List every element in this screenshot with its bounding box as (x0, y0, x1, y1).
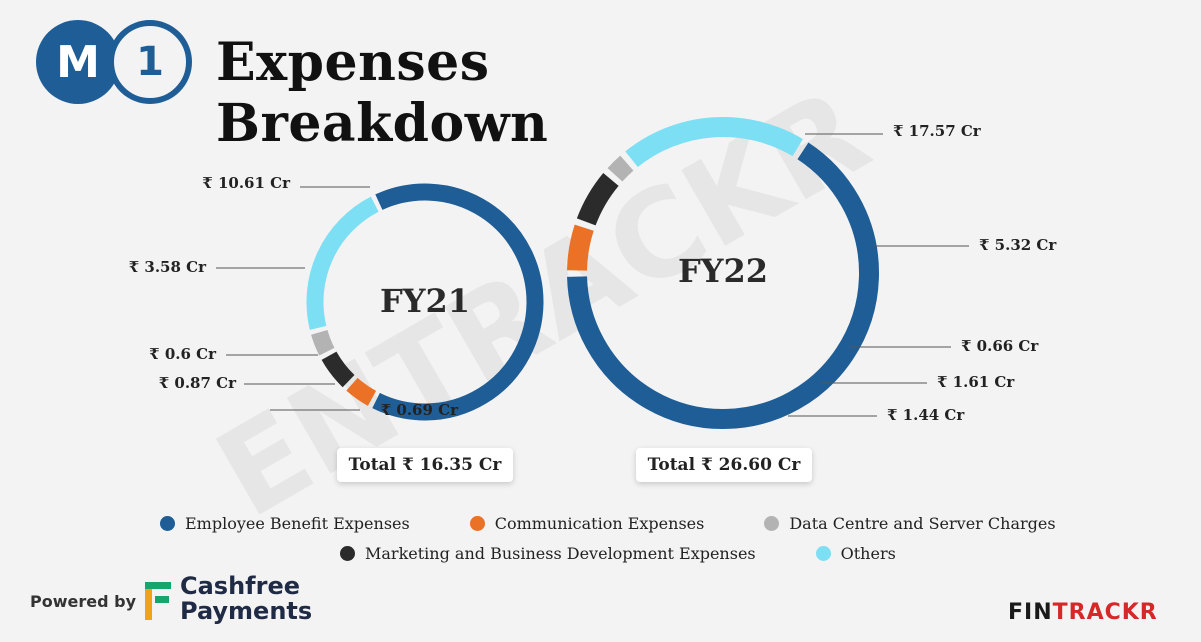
value-label: ₹ 3.58 Cr (129, 258, 207, 276)
donut-fy21: FY21 ₹ 10.61 Cr ₹ 0.69 Cr ₹ 0.87 Cr ₹ 0.6 C… (129, 174, 544, 421)
donut-slice-fy21-1 (346, 377, 377, 406)
legend-dot (815, 546, 831, 561)
cashfree-line1: Cashfree (180, 572, 301, 600)
legend-label: Data Centre and Server Charges (789, 514, 1056, 533)
page-title: Expenses Breakdown (216, 32, 549, 154)
m1-logo-m: M (36, 20, 120, 104)
legend-dot (340, 546, 355, 561)
donut-slice-fy22-2 (576, 173, 619, 226)
value-label: ₹ 1.61 Cr (937, 373, 1015, 391)
value-label: ₹ 0.6 Cr (149, 345, 217, 363)
fintrackr-accent: TRACKR (1052, 600, 1158, 625)
cashfree-logo-icon (145, 582, 171, 620)
fintrackr-main: FIN (1008, 600, 1053, 625)
donut-center-label-fy22: FY22 (678, 252, 768, 290)
value-label: ₹ 5.32 Cr (979, 236, 1057, 254)
legend-item: Others (815, 544, 896, 563)
total-label-fy21: Total ₹ 16.35 Cr (348, 455, 502, 475)
total-badge-fy22: Total ₹ 26.60 Cr (636, 448, 812, 482)
donut-slice-fy22-1 (567, 224, 594, 271)
donut-center-label-fy21: FY21 (380, 282, 470, 320)
donut-slice-fy22-4 (625, 117, 803, 168)
value-label: ₹ 17.57 Cr (893, 122, 982, 140)
powered-by-label: Powered by (30, 592, 136, 611)
legend-label: Marketing and Business Development Expen… (365, 544, 756, 563)
donut-slice-fy21-2 (321, 351, 355, 388)
fintrackr-logo: FINTRACKR (1008, 600, 1158, 625)
legend-item: Data Centre and Server Charges (764, 514, 1056, 533)
total-label-fy22: Total ₹ 26.60 Cr (647, 455, 801, 475)
legend-dot (469, 516, 485, 531)
donut-slice-fy21-3 (311, 329, 335, 356)
legend-row-2: Marketing and Business Development Expen… (340, 544, 896, 563)
cashfree-line2: Payments (180, 597, 313, 625)
total-badge-fy21: Total ₹ 16.35 Cr (337, 448, 513, 482)
legend-dot (764, 516, 780, 531)
m1-logo-1: 1 (108, 20, 192, 104)
header: M 1 Expenses Breakdown (36, 20, 836, 154)
donut-slice-fy22-0 (567, 142, 879, 429)
legend-row-1: Employee Benefit Expenses Communication … (160, 514, 1056, 533)
legend-label: Others (840, 544, 896, 563)
legend-item: Communication Expenses (469, 514, 705, 533)
value-label: ₹ 0.87 Cr (159, 374, 237, 392)
value-label: ₹ 0.66 Cr (961, 337, 1039, 355)
legend-label: Communication Expenses (494, 514, 705, 533)
donut-slice-fy22-3 (607, 155, 634, 182)
donut-slice-fy21-0 (372, 183, 544, 421)
value-label: ₹ 1.44 Cr (887, 406, 965, 424)
value-label: ₹ 0.69 Cr (381, 401, 459, 419)
donut-fy22: FY22 ₹ 17.57 Cr ₹ 1.44 Cr ₹ 1.61 Cr ₹ 0.66 … (567, 117, 1057, 429)
legend-item: Employee Benefit Expenses (160, 514, 410, 533)
legend-dot (160, 516, 175, 531)
legend-label: Employee Benefit Expenses (185, 514, 410, 533)
value-label: ₹ 10.61 Cr (202, 174, 291, 192)
donut-slice-fy21-4 (306, 196, 379, 330)
cashfree-wordmark: Cashfree Payments (180, 574, 312, 624)
legend-item: Marketing and Business Development Expen… (340, 544, 756, 563)
